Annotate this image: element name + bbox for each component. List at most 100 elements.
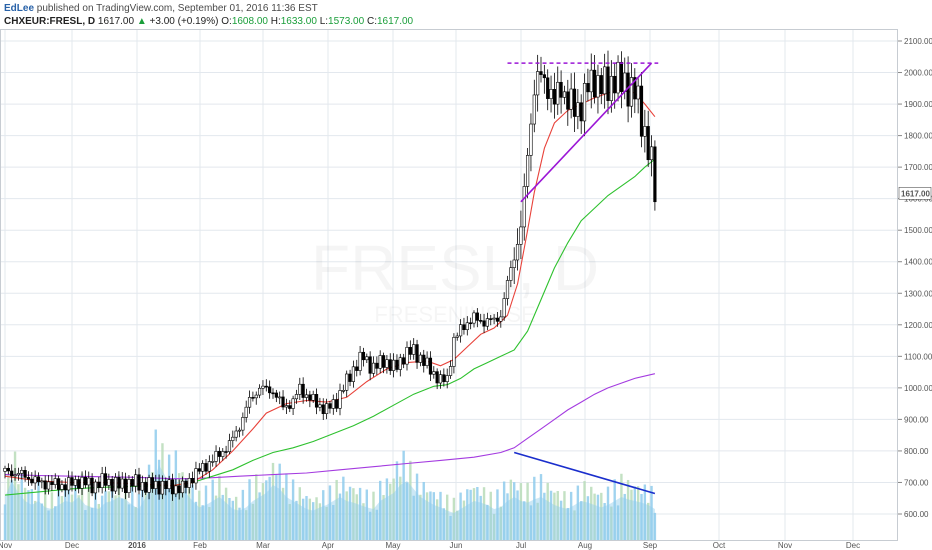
volume-bar <box>402 450 405 541</box>
last-price-label: 1617.00 <box>901 189 930 198</box>
candle-up <box>180 480 185 494</box>
volume-bar <box>278 463 281 541</box>
volume-bar <box>3 504 7 541</box>
low-label: L: <box>319 16 329 27</box>
candle-up <box>378 355 382 369</box>
volume-bar <box>74 484 77 541</box>
high-label: H: <box>270 16 281 27</box>
volume-bar <box>258 492 261 541</box>
candle-up <box>3 467 7 472</box>
candle-up <box>311 394 315 401</box>
candle-up <box>448 366 453 376</box>
candle-up <box>458 324 463 337</box>
candle-up <box>80 476 84 489</box>
volume-bar <box>184 479 188 541</box>
volume-bar <box>167 454 171 541</box>
symbol-name[interactable]: CHXEUR:FRESL, D <box>4 16 96 27</box>
volume-bar <box>231 500 234 541</box>
volume-bar <box>573 510 576 541</box>
candle-down <box>164 480 168 490</box>
close-label: C: <box>366 16 377 27</box>
volume-bar <box>576 485 580 541</box>
volume-bar <box>214 495 218 541</box>
volume-bar <box>516 490 519 541</box>
volume-bar <box>603 502 606 541</box>
candle-down <box>251 397 255 399</box>
volume-bar <box>117 474 121 541</box>
candle-up <box>603 66 607 95</box>
volume-bar <box>211 479 214 541</box>
candle-down <box>613 75 617 94</box>
candle-down <box>36 476 41 483</box>
candle-down <box>428 357 433 375</box>
volume-bar <box>80 473 84 541</box>
candle-down <box>90 477 94 494</box>
volume-bar <box>47 510 50 541</box>
candle-down <box>328 403 332 409</box>
author-link[interactable]: EdLee <box>4 3 35 14</box>
volume-bar <box>141 487 144 541</box>
candle-up <box>120 478 124 489</box>
volume-bar <box>90 507 94 541</box>
candle-up <box>16 473 21 476</box>
volume-bar <box>288 504 291 541</box>
volume-bar <box>224 487 228 541</box>
x-tick-label: Apr <box>322 541 335 550</box>
candle-down <box>646 126 650 161</box>
candle-up <box>338 390 342 409</box>
volume-bar <box>543 492 546 541</box>
close-value: 1617.00 <box>376 16 414 27</box>
volume-bar <box>144 480 147 541</box>
candle-up <box>405 346 409 365</box>
candle-up <box>412 344 416 355</box>
volume-bar <box>84 510 87 541</box>
volume-bar <box>124 476 127 541</box>
candle-up <box>20 470 24 474</box>
volume-bar <box>57 488 60 541</box>
candle-down <box>281 396 285 408</box>
candle-up <box>107 479 111 486</box>
volume-bar <box>301 498 305 541</box>
candle-down <box>368 356 372 374</box>
y-tick-label: 1100.00 <box>904 352 932 361</box>
y-tick-label: 1900.00 <box>904 100 932 109</box>
candle-up <box>46 481 51 490</box>
candle-up <box>257 387 262 396</box>
volume-bar <box>268 476 271 541</box>
trendlines[interactable] <box>507 62 659 495</box>
candle-up <box>147 477 151 493</box>
candle-up <box>529 123 533 156</box>
volume-bar <box>164 484 167 541</box>
candle-up <box>576 102 580 117</box>
candle-up <box>358 351 362 371</box>
volume-bar <box>131 485 134 541</box>
grid-lines <box>0 29 898 541</box>
candle-up <box>60 484 64 490</box>
volume-bar <box>67 485 70 541</box>
volume-bar <box>466 489 469 541</box>
volume-bar <box>104 490 107 541</box>
candle-down <box>422 354 426 366</box>
volume-trendline <box>513 451 656 495</box>
volume-bar <box>281 487 285 541</box>
candle-down <box>177 485 181 494</box>
candle-up <box>140 482 144 491</box>
volume-bar <box>245 510 248 541</box>
volume-bar <box>452 497 456 541</box>
volume-bar <box>77 495 80 541</box>
volume-bar <box>127 504 131 541</box>
volume-bar <box>479 495 482 541</box>
volume-bar <box>44 489 47 541</box>
low-value: 1573.00 <box>328 16 365 27</box>
volume-bar <box>221 494 224 541</box>
volume-bar <box>201 505 204 541</box>
candle-up <box>231 436 235 441</box>
volume-bar <box>70 494 74 541</box>
volume-bar <box>178 473 181 541</box>
volume-bar <box>261 483 265 541</box>
volume-bar <box>633 486 636 541</box>
candle-down <box>184 480 188 488</box>
candle-down <box>30 478 34 484</box>
volume-bar <box>315 497 318 541</box>
